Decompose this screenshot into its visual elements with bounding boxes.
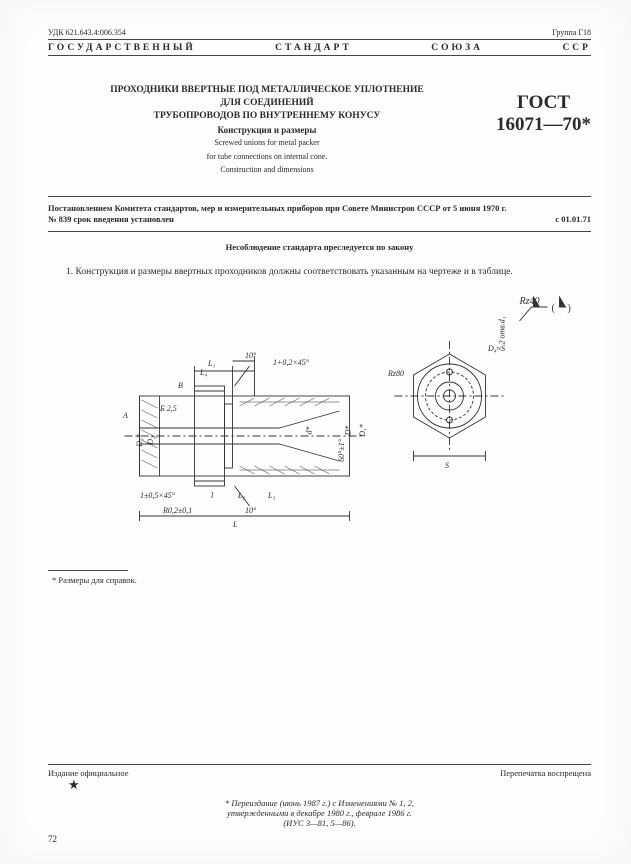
reissue-line2: утвержденными в декабре 1980 г., феврале… [48,808,591,818]
label-L2: L₂ [238,491,245,500]
technical-drawing: Rz40 ( ) A B Б 2,5 10° 10° 1+0,2×45° 1±0… [48,296,591,566]
page-number: 72 [48,834,591,844]
title-en1: Screwed unions for metal packer [48,138,486,148]
footnote-text: * Размеры для справок. [48,575,591,585]
label-L3: L₃ [268,491,275,500]
star-mark: ★ [68,782,591,789]
title-sub: Конструкция и размеры [48,125,486,135]
label-60deg: 60°±1° [337,439,346,462]
label-10deg-bot: 10° [245,506,256,515]
paragraph-1: 1. Конструкция и размеры ввертных проход… [48,266,591,278]
footnote-rule [48,570,128,571]
rule-banner [48,55,591,56]
label-D: D* [343,426,352,436]
label-S: S [445,461,449,470]
gost-code: 16071—70* [496,114,591,136]
title-en3: Construction and dimensions [48,165,486,175]
decree-date: с 01.01.71 [555,214,591,225]
label-A: A [123,411,128,420]
label-l: l [211,491,213,500]
udk-code: УДК 621.643.4:006.354 [48,28,126,37]
edition-official: Издание официальное [48,768,128,778]
label-D3: D₃* [135,434,144,447]
label-D1: D₁* [358,424,367,437]
warning-text: Несоблюдение стандарта преследуется по з… [48,242,591,252]
label-B: B [178,381,183,390]
title-en2: for tube connections on internal cone. [48,152,486,162]
label-D2: D₂ [146,436,155,445]
reissue-line1: * Переиздание (июнь 1987 г.) с Изменения… [48,798,591,808]
banner-w3: СОЮЗА [431,43,483,53]
label-2holes: 2 отв.d₁ [498,317,507,345]
label-10deg-top: 10° [245,351,256,360]
reissue-line3: (ИУС 3—81, 5—86). [48,818,591,828]
label-r02: R0,2±0,1 [163,506,192,515]
label-D4: D₄≈S [488,344,505,353]
gost-word: ГОСТ [496,92,591,114]
no-reprint: Перепечатка воспрещена [500,768,591,778]
gost-number: ГОСТ 16071—70* [496,84,591,136]
label-rz80: Rz80 [388,369,404,378]
title-line3: ТРУБОПРОВОДОВ ПО ВНУТРЕННЕМУ КОНУСУ [48,110,486,123]
svg-text:): ) [568,303,571,314]
rule-top [48,39,591,40]
banner-w1: ГОСУДАРСТВЕННЫЙ [48,43,196,53]
group-code: Группа Г18 [552,28,591,37]
label-b25: Б 2,5 [160,404,177,413]
label-chamfer2: 1±0,5×45° [140,491,175,500]
decree-line1: Постановлением Комитета стандартов, мер … [48,203,591,214]
decree-block: Постановлением Комитета стандартов, мер … [48,196,591,232]
svg-text:(: ( [552,303,556,314]
title-line1: ПРОХОДНИКИ ВВЕРТНЫЕ ПОД МЕТАЛЛИЧЕСКОЕ УП… [48,84,486,97]
title-line2: ДЛЯ СОЕДИНЕНИЙ [48,97,486,110]
label-chamfer: 1+0,2×45° [273,358,309,367]
label-L: L [233,520,237,529]
label-L1: L₁ [208,359,215,368]
banner-w4: ССР [562,43,591,53]
decree-no: № 839 срок введения установлен [48,214,174,225]
label-L4: L₄ [200,368,207,377]
label-d: d* [305,427,314,435]
banner-w2: СТАНДАРТ [275,43,352,53]
state-standard-banner: ГОСУДАРСТВЕННЫЙ СТАНДАРТ СОЮЗА ССР [48,43,591,53]
